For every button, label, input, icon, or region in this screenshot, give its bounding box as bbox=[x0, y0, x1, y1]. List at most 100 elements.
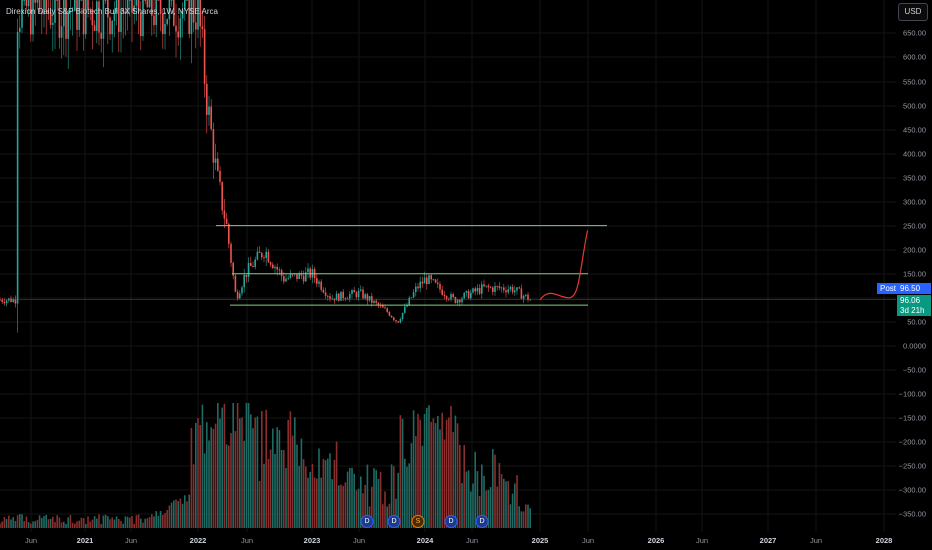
volume-bar bbox=[76, 521, 78, 528]
candle-body bbox=[379, 305, 382, 307]
candle-body bbox=[291, 273, 294, 275]
candle-body bbox=[157, 0, 160, 1]
candle-body bbox=[170, 0, 173, 1]
candle-body bbox=[507, 289, 509, 293]
volume-bar bbox=[0, 523, 1, 528]
volume-bar bbox=[395, 498, 397, 528]
candle bbox=[441, 285, 443, 296]
candle bbox=[201, 10, 204, 39]
volume-bar bbox=[452, 431, 454, 528]
volume-bar bbox=[89, 521, 91, 528]
candle bbox=[415, 282, 417, 297]
candle bbox=[386, 307, 388, 314]
dividend-event-icon[interactable]: D bbox=[360, 515, 374, 528]
candle-body bbox=[166, 19, 168, 25]
candle-body bbox=[300, 273, 303, 276]
candle bbox=[16, 18, 19, 333]
candle bbox=[159, 0, 162, 32]
candle-body bbox=[254, 259, 256, 268]
volume-bar bbox=[225, 444, 228, 528]
volume-bar bbox=[78, 520, 80, 528]
volume-bar bbox=[305, 466, 307, 528]
volume-bar bbox=[478, 495, 481, 528]
candle bbox=[258, 245, 261, 254]
candle-body bbox=[432, 279, 435, 281]
candle bbox=[320, 279, 322, 292]
projection-curve[interactable] bbox=[539, 230, 589, 301]
dividend-event-icon[interactable]: D bbox=[387, 515, 401, 528]
candle bbox=[49, 0, 52, 29]
candle bbox=[269, 261, 272, 268]
candle-body bbox=[522, 295, 525, 299]
candle-body bbox=[423, 277, 426, 284]
volume-bar bbox=[340, 484, 342, 528]
candle bbox=[148, 0, 151, 9]
price-tick: 200.00 bbox=[903, 245, 926, 255]
candle-body bbox=[485, 285, 487, 287]
volume-bar bbox=[10, 519, 12, 528]
price-tick: −300.00 bbox=[898, 485, 926, 495]
candle-body bbox=[360, 289, 362, 291]
volume-bar bbox=[428, 405, 430, 528]
price-chart[interactable] bbox=[0, 0, 896, 532]
price-axis[interactable]: 650.00 600.00 550.00 500.00 450.00 400.00 350.… bbox=[896, 0, 932, 532]
candle-body bbox=[135, 0, 138, 6]
volume-bar bbox=[514, 483, 516, 528]
volume-bar bbox=[49, 518, 52, 528]
candle bbox=[421, 276, 424, 288]
candle bbox=[76, 0, 78, 52]
candle bbox=[272, 262, 274, 269]
candle-body bbox=[320, 281, 322, 290]
candle-body bbox=[309, 268, 311, 278]
currency-button[interactable]: USD bbox=[898, 3, 928, 21]
volume-bar bbox=[98, 514, 100, 528]
candle bbox=[52, 0, 54, 51]
candle-body bbox=[426, 277, 428, 285]
volume-bar bbox=[298, 466, 300, 528]
candle-body bbox=[514, 290, 516, 293]
candle bbox=[250, 256, 252, 267]
candle bbox=[63, 0, 65, 56]
volume-bar bbox=[54, 521, 56, 528]
candle bbox=[247, 257, 250, 283]
candle-body bbox=[133, 5, 135, 13]
volume-bar bbox=[439, 429, 441, 528]
volume-bar bbox=[52, 516, 54, 528]
candle bbox=[434, 278, 437, 284]
time-tick: 2026 bbox=[647, 536, 665, 545]
volume-bar bbox=[25, 516, 28, 528]
candle-body bbox=[43, 0, 45, 15]
candle bbox=[87, 0, 89, 18]
candle-body bbox=[164, 24, 166, 35]
volume-bar bbox=[87, 516, 89, 528]
dividend-event-icon[interactable]: D bbox=[444, 515, 458, 528]
candle-body bbox=[487, 285, 490, 288]
candle-body bbox=[173, 0, 175, 26]
volume-bar bbox=[181, 503, 184, 528]
candle bbox=[357, 287, 360, 301]
candle-body bbox=[146, 0, 149, 8]
volume-bar bbox=[166, 510, 168, 528]
candle bbox=[241, 285, 243, 296]
candle bbox=[393, 316, 395, 322]
volume-bar bbox=[58, 517, 61, 528]
volume-bar bbox=[118, 519, 120, 528]
time-tick: 2021 bbox=[76, 536, 94, 545]
volume-bar bbox=[199, 425, 201, 528]
volume-bar bbox=[269, 449, 272, 528]
candle bbox=[461, 296, 463, 306]
candle-body bbox=[188, 0, 190, 35]
volume-bar bbox=[412, 410, 415, 528]
price-tick: 550.00 bbox=[903, 77, 926, 87]
candle bbox=[85, 0, 87, 39]
candle-body bbox=[208, 106, 210, 115]
split-event-icon[interactable]: S bbox=[411, 515, 425, 528]
dividend-event-icon[interactable]: D bbox=[475, 515, 489, 528]
volume-bar bbox=[461, 483, 463, 528]
volume-bar bbox=[272, 428, 274, 528]
candle bbox=[93, 20, 96, 31]
volume-bar bbox=[245, 403, 248, 528]
candle-body bbox=[412, 292, 415, 298]
volume-bar bbox=[426, 407, 428, 528]
time-axis[interactable]: Jun 2021 Jun 2022 Jun 2023 Jun 2024 Jun 2025 Jun 20… bbox=[0, 532, 932, 550]
